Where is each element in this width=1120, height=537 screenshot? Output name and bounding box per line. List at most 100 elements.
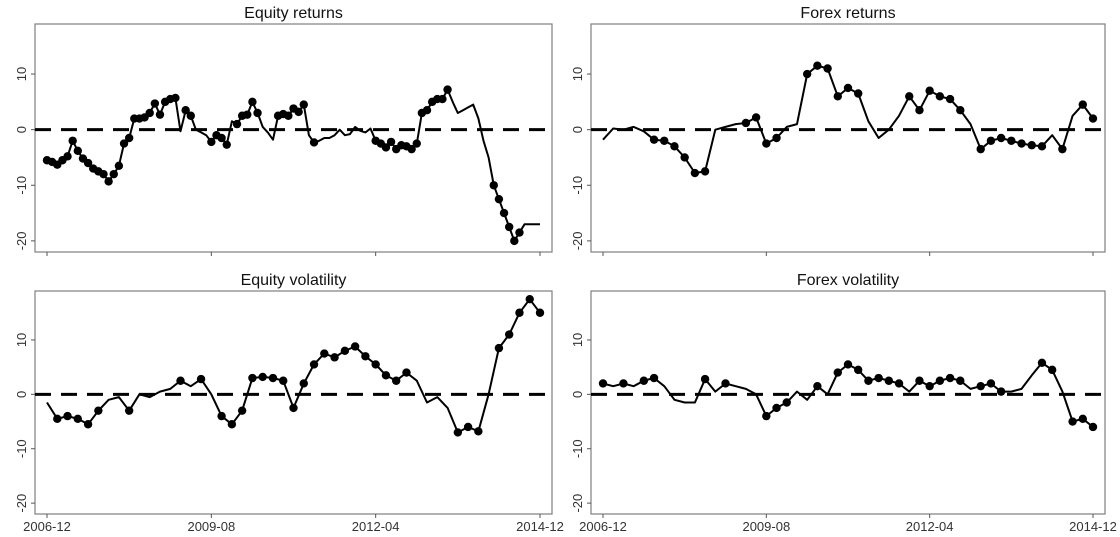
data-point [73, 414, 83, 424]
data-point [186, 111, 195, 120]
y-tick-label: 0 [570, 126, 585, 133]
data-point [258, 372, 267, 382]
y-tick-label: -10 [570, 176, 585, 195]
data-point [976, 144, 985, 154]
data-point [1037, 142, 1047, 151]
plot-frame [590, 290, 1106, 515]
data-point [598, 379, 608, 388]
panel-title: Forex returns [800, 5, 895, 22]
data-point [499, 208, 509, 218]
data-point [494, 343, 504, 353]
data-point [986, 136, 996, 145]
data-point [309, 360, 319, 369]
data-point [813, 381, 822, 391]
data-point [340, 346, 350, 356]
data-point [330, 353, 339, 362]
data-point [905, 92, 914, 101]
data-point [222, 140, 231, 149]
data-point [63, 411, 72, 421]
x-tick-label: 2012-04 [906, 519, 954, 534]
data-point [68, 136, 77, 145]
data-point [762, 139, 771, 148]
data-point [1078, 414, 1087, 424]
data-point [279, 376, 288, 385]
data-point [996, 133, 1006, 143]
data-point [119, 139, 129, 148]
data-point [843, 83, 853, 93]
y-tick-label: 0 [14, 126, 29, 133]
data-point [525, 294, 534, 304]
data-point [1027, 141, 1036, 150]
chart-panel-3: Forex volatility 10 0 -10 -20 2006-12 2009-08 2… [570, 272, 1117, 534]
data-point [833, 92, 842, 101]
data-point [237, 406, 247, 415]
data-point [463, 422, 473, 432]
data-point [104, 177, 113, 186]
data-point [802, 69, 812, 79]
data-point [253, 108, 262, 118]
data-point [996, 387, 1006, 396]
data-point [772, 133, 781, 143]
data-point [438, 94, 447, 104]
data-point [833, 368, 842, 377]
data-point [309, 138, 319, 147]
data-point [854, 365, 863, 375]
data-point [925, 381, 934, 391]
data-point [196, 374, 206, 384]
data-point [1047, 365, 1057, 375]
chart-panel-0: Equity returns 10 0 -10 -20 [14, 5, 553, 256]
data-point [422, 105, 432, 115]
data-point [956, 376, 965, 385]
plot-frame [34, 290, 553, 515]
data-point [854, 89, 863, 98]
data-point [649, 373, 659, 383]
data-point [956, 105, 965, 115]
data-point [660, 136, 669, 145]
data-point [294, 107, 303, 117]
data-point [619, 379, 628, 388]
y-tick-label: 10 [570, 333, 585, 347]
data-point [700, 167, 710, 176]
data-point [510, 236, 519, 246]
data-point [1007, 136, 1016, 145]
series-line [46, 298, 541, 434]
data-point [925, 86, 934, 95]
data-point [721, 379, 730, 388]
data-point [124, 133, 134, 143]
data-point [381, 143, 391, 152]
data-point [248, 373, 257, 383]
data-point [53, 414, 62, 424]
data-point [649, 135, 659, 144]
data-point [320, 349, 329, 358]
data-point [1078, 100, 1087, 109]
data-point [494, 194, 504, 204]
y-tick-label: 0 [570, 391, 585, 398]
data-point [884, 376, 894, 385]
data-point [782, 398, 791, 407]
data-point [504, 222, 514, 232]
data-point [114, 161, 124, 171]
data-point [935, 376, 945, 385]
data-point [700, 374, 710, 384]
data-point [915, 105, 924, 115]
y-tick-label: 10 [14, 333, 29, 347]
chart-panel-1: Forex returns 10 0 -10 -20 [570, 5, 1106, 256]
data-point [243, 110, 252, 119]
data-point [63, 152, 72, 161]
data-point [289, 403, 298, 413]
data-point [299, 379, 308, 388]
data-point [171, 93, 180, 103]
data-point [823, 64, 832, 73]
data-point [386, 137, 396, 147]
data-point [976, 381, 985, 391]
data-point [381, 371, 391, 380]
data-point [535, 308, 545, 317]
data-point [453, 428, 463, 437]
data-point [751, 113, 761, 122]
data-point [504, 330, 514, 339]
data-point [145, 108, 154, 118]
data-point [124, 406, 134, 415]
data-point [109, 169, 118, 179]
data-point [935, 92, 945, 101]
